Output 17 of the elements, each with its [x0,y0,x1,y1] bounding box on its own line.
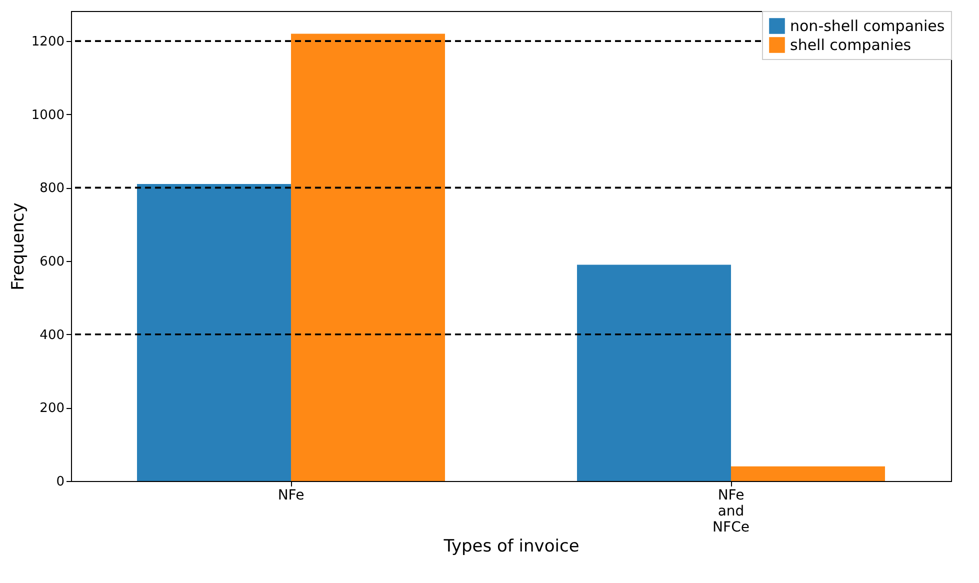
x-tick-label: NFe and NFCe [712,488,750,536]
x-axis-title: Types of invoice [442,536,580,556]
x-tick-label: NFe [278,488,304,504]
bar [731,466,885,481]
bar [291,34,445,481]
legend-label: shell companies [790,36,912,54]
bar [577,264,731,481]
bar [137,184,291,481]
y-tick-label: 800 [40,181,64,196]
y-tick-label: 0 [56,474,64,490]
y-tick-label: 600 [40,254,64,270]
y-tick-label: 200 [40,401,64,416]
y-axis-title: Frequency [8,202,28,290]
y-tick-label: 400 [40,328,64,343]
y-tick-label: 1000 [31,108,64,123]
legend-label: non-shell companies [790,17,945,35]
y-tick-label: 1200 [31,34,64,50]
